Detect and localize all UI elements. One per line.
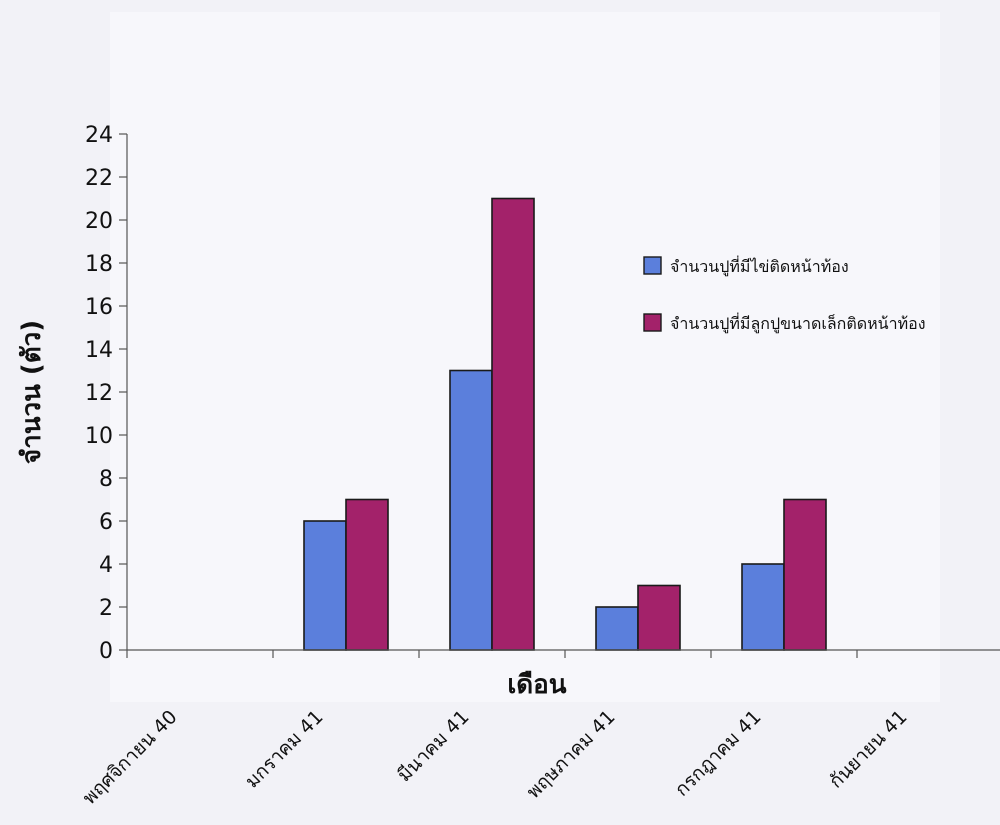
bar [595,606,639,651]
y-tick-label: 12 [85,381,113,406]
legend-label: จำนวนปูที่มีไข่ติดหน้าท้อง [670,255,849,277]
x-category-label: กันยายน 41 [825,706,912,793]
bar [303,520,347,651]
bar [637,584,681,651]
y-tick-label: 16 [85,295,113,320]
bars-group [303,197,827,651]
x-category-label: พฤษภาคม 41 [523,706,620,803]
y-tick-label: 2 [99,596,113,621]
legend: จำนวนปูที่มีไข่ติดหน้าท้องจำนวนปูที่มีลู… [643,255,926,334]
x-category-label: มีนาคม 41 [393,706,473,786]
y-tick-label: 22 [85,166,113,191]
y-tick-label: 14 [85,338,113,363]
y-tick-label: 20 [85,209,113,234]
legend-label: จำนวนปูที่มีลูกปูขนาดเล็กติดหน้าท้อง [670,312,926,334]
y-tick-label: 8 [99,467,113,492]
bar [783,498,827,651]
legend-swatch [643,256,662,275]
x-axis-title: เดือน [507,670,566,700]
bar [491,197,535,651]
x-category-label: มกราคม 41 [241,706,328,793]
bar [741,563,785,651]
y-axis-title: จำนวน (ตัว) [17,320,47,464]
x-category-label: กรกฎาคม 41 [671,706,766,801]
y-tick-label: 0 [99,639,113,664]
y-tick-label: 24 [85,123,113,148]
y-tick-label: 10 [85,424,113,449]
y-tick-label: 18 [85,252,113,277]
legend-swatch [643,313,662,332]
bar [345,498,389,651]
x-category-label: พฤศจิกายน 40 [78,706,181,809]
bar [449,369,493,651]
y-tick-label: 6 [99,510,113,535]
y-tick-label: 4 [99,553,113,578]
